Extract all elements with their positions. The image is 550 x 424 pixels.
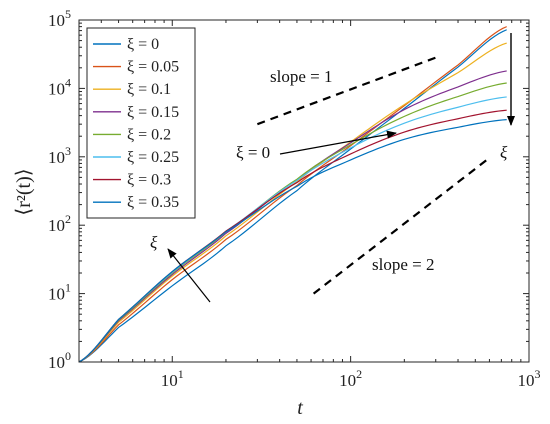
xi-zero-label: ξ = 0 — [236, 143, 270, 162]
reference-line-slope-2 — [312, 159, 488, 295]
series-line-7 — [78, 118, 507, 363]
legend-label-3: ξ = 0.15 — [127, 104, 179, 121]
legend-label-5: ξ = 0.25 — [127, 149, 179, 166]
xi-arrow-label-left: ξ — [150, 233, 158, 252]
x-axis-label: t — [297, 397, 303, 419]
legend-label-2: ξ = 0.1 — [127, 81, 171, 98]
xi-increase-arrow-left — [167, 248, 211, 303]
series-line-1 — [78, 26, 507, 363]
y-axis-label: ⟨r²(t)⟩ — [13, 168, 35, 215]
y-tick-label: 104 — [48, 75, 71, 98]
reference-line-slope-1 — [256, 54, 442, 126]
legend: ξ = 0 ξ = 0.05 ξ = 0.1 ξ = 0.15 ξ = 0.2 ξ = 0… — [86, 27, 196, 219]
legend-label-4: ξ = 0.2 — [127, 126, 171, 143]
y-tick-label: 100 — [48, 349, 71, 372]
y-tick-label: 102 — [48, 212, 71, 235]
slope-2-label: slope = 2 — [372, 255, 434, 274]
y-tick-label: 101 — [48, 281, 71, 304]
xi-zero-arrow — [279, 130, 397, 155]
legend-label-1: ξ = 0.05 — [127, 59, 179, 76]
y-tick-label: 103 — [48, 144, 71, 167]
legend-label-0: ξ = 0 — [127, 36, 159, 53]
plot-frame — [78, 19, 530, 363]
series-layer — [78, 26, 507, 363]
x-tick-label: 101 — [161, 367, 184, 390]
legend-label-7: ξ = 0.35 — [127, 194, 179, 211]
legend-box — [86, 27, 196, 219]
tick-labels: 101 102 103 100 101 102 103 104 105 — [48, 7, 541, 390]
legend-label-6: ξ = 0.3 — [127, 172, 171, 189]
series-line-0 — [78, 29, 507, 363]
tick-layer — [78, 19, 530, 363]
x-tick-label: 103 — [518, 367, 541, 390]
xi-arrow-label-right: ξ — [500, 143, 508, 162]
y-tick-label: 105 — [48, 7, 71, 30]
reference-lines — [256, 54, 488, 295]
slope-1-label: slope = 1 — [270, 67, 332, 86]
legend-entries: ξ = 0 ξ = 0.05 ξ = 0.1 ξ = 0.15 ξ = 0.2 ξ = 0… — [93, 36, 179, 211]
x-tick-label: 102 — [339, 367, 362, 390]
